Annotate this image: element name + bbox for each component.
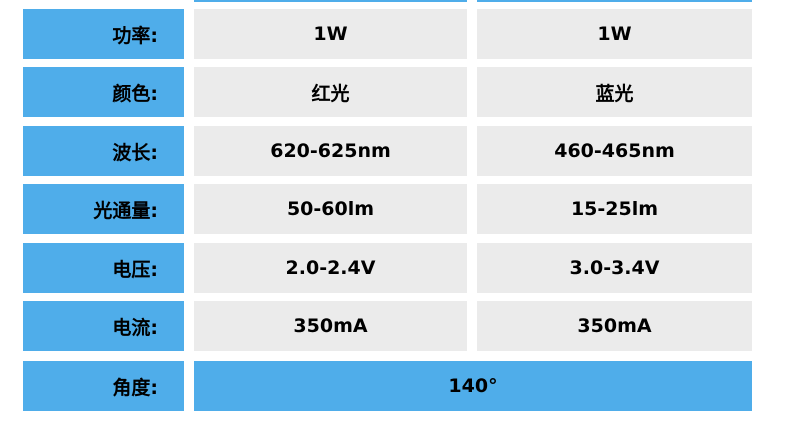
table-row: 电压: 2.0-2.4V 3.0-3.4V xyxy=(23,243,752,293)
red-value: 50-60lm xyxy=(194,184,467,234)
blue-value: 460-465nm xyxy=(477,126,752,176)
row-label: 功率: xyxy=(112,24,158,47)
row-label: 光通量: xyxy=(93,199,158,222)
row-label: 电流: xyxy=(112,316,158,339)
table-row-angle: 角度: 140° xyxy=(23,361,752,411)
table-row: 功率: 1W 1W xyxy=(23,9,752,59)
blue-value: 1W xyxy=(477,9,752,59)
top-border-col1 xyxy=(194,0,467,2)
top-border-col2 xyxy=(477,0,752,2)
red-value: 红光 xyxy=(194,67,467,117)
blue-value: 15-25lm xyxy=(477,184,752,234)
row-label: 颜色: xyxy=(112,82,158,105)
blue-value: 3.0-3.4V xyxy=(477,243,752,293)
red-value: 1W xyxy=(194,9,467,59)
red-value: 350mA xyxy=(194,301,467,351)
table-row: 颜色: 红光 蓝光 xyxy=(23,67,752,117)
blue-value: 蓝光 xyxy=(477,67,752,117)
row-label: 角度: xyxy=(112,376,158,399)
angle-value: 140° xyxy=(194,361,752,411)
table-row: 波长: 620-625nm 460-465nm xyxy=(23,126,752,176)
red-value: 620-625nm xyxy=(194,126,467,176)
row-label: 电压: xyxy=(112,258,158,281)
row-label: 波长: xyxy=(112,141,158,164)
table-row: 电流: 350mA 350mA xyxy=(23,301,752,351)
red-value: 2.0-2.4V xyxy=(194,243,467,293)
table-row: 光通量: 50-60lm 15-25lm xyxy=(23,184,752,234)
blue-value: 350mA xyxy=(477,301,752,351)
